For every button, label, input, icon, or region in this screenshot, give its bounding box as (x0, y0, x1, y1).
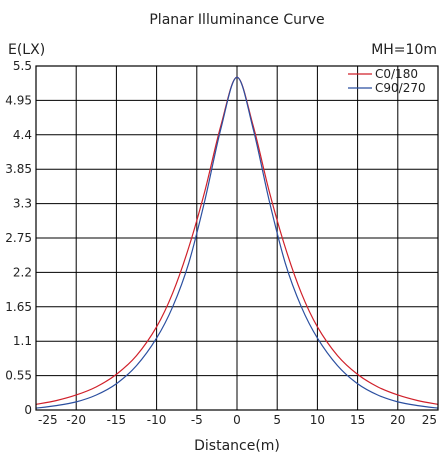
legend-label-1: C90/270 (375, 81, 426, 95)
x-tick-label: -5 (191, 413, 203, 427)
y-tick-label: 1.65 (5, 300, 32, 314)
x-tick-label: 15 (350, 413, 365, 427)
y-tick-label: 3.3 (13, 197, 32, 211)
y-tick-labels: 0 0.55 1.1 1.65 2.2 2.75 3.3 3.85 4.4 4.95 5.5 (5, 59, 32, 417)
plot-frame (35, 65, 439, 411)
x-tick-label: 5 (273, 413, 281, 427)
y-tick-label: 0 (24, 403, 32, 417)
x-tick-label: 25 (422, 413, 437, 427)
height-annotation: MH=10m (371, 42, 437, 58)
legend-label-0: C0/180 (375, 67, 418, 81)
y-tick-label: 1.1 (13, 334, 32, 348)
x-tick-label: 10 (310, 413, 325, 427)
x-tick-labels: -25 -20 -15 -10 -5 0 5 10 15 20 25 (38, 413, 437, 427)
y-tick-label: 0.55 (5, 369, 32, 383)
series-line-1 (35, 76, 439, 409)
series-lines (35, 76, 439, 409)
y-axis-label: E(LX) (8, 42, 45, 58)
x-tick-label: -25 (38, 413, 58, 427)
y-tick-label: 3.85 (5, 162, 32, 176)
chart-title: Planar Illuminance Curve (149, 12, 324, 28)
y-tick-label: 4.4 (13, 128, 32, 142)
y-tick-label: 2.2 (13, 265, 32, 279)
x-tick-label: -10 (147, 413, 167, 427)
y-tick-label: 2.75 (5, 231, 32, 245)
x-tick-label: 0 (233, 413, 241, 427)
y-tick-label: 5.5 (13, 59, 32, 73)
y-tick-label: 4.95 (5, 93, 32, 107)
x-tick-label: -15 (107, 413, 127, 427)
x-tick-label: 20 (390, 413, 405, 427)
x-axis-label: Distance(m) (194, 438, 280, 454)
x-tick-label: -20 (66, 413, 86, 427)
